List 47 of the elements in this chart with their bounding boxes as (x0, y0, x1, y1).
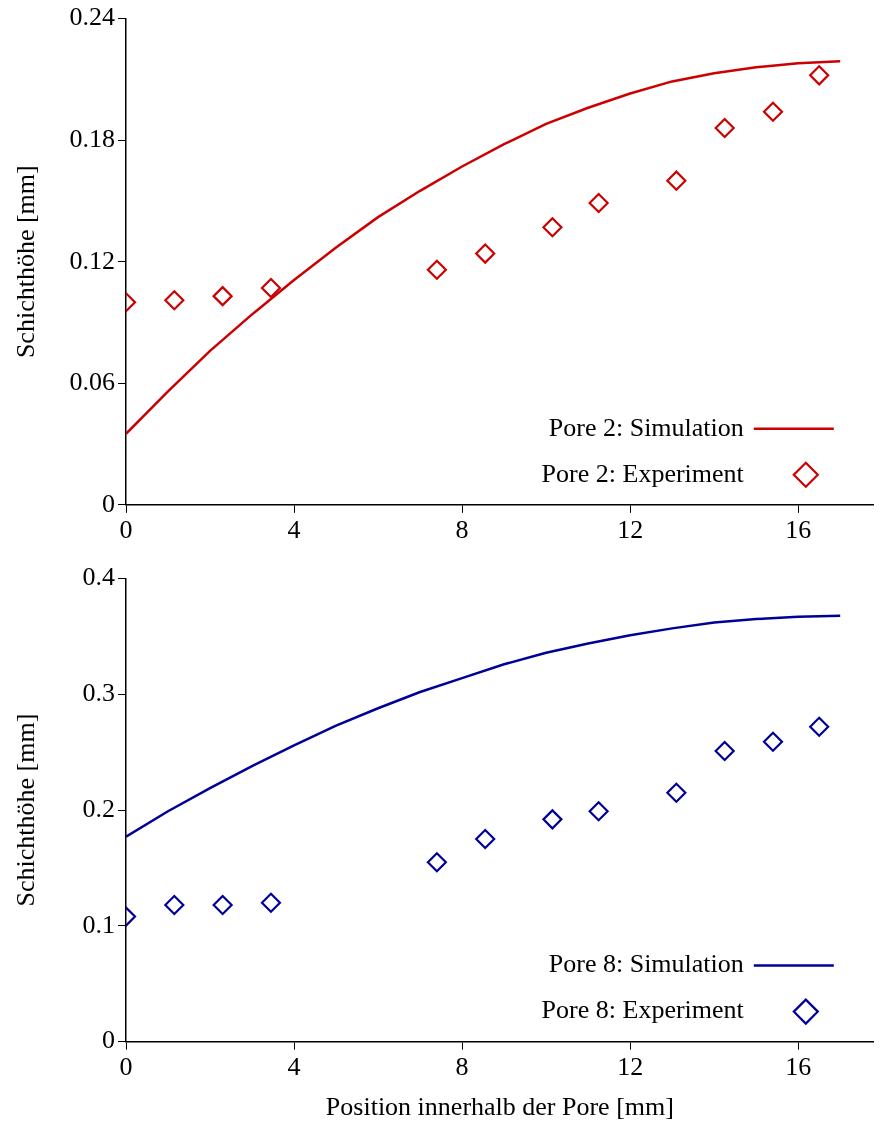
y-tick-label: 0.24 (69, 2, 115, 32)
legend-label: Pore 8: Experiment (541, 995, 745, 1025)
point (714, 740, 735, 762)
point (260, 892, 282, 913)
y-tick-label: 0.1 (82, 909, 115, 939)
point (809, 716, 830, 737)
y-tick-label: 0 (102, 1025, 115, 1055)
point (666, 782, 687, 803)
point (666, 170, 687, 191)
point (542, 217, 563, 238)
point (762, 101, 784, 122)
y-tick-label: 0.12 (69, 245, 115, 275)
point (212, 894, 233, 916)
y-tick-label: 0.2 (82, 793, 115, 823)
legend-label: Pore 8: Simulation (548, 949, 744, 979)
legend-label: Pore 2: Experiment (541, 458, 745, 488)
point (164, 894, 185, 916)
x-tick-label: 16 (785, 1052, 812, 1082)
x-tick-label: 4 (287, 1052, 301, 1082)
point (475, 828, 496, 850)
y-tick-label: 0.4 (82, 562, 115, 592)
point (475, 243, 496, 264)
x-tick-label: 16 (785, 515, 812, 545)
point (809, 65, 830, 86)
legend-label: Pore 2: Simulation (548, 412, 744, 442)
point (588, 801, 609, 822)
point (260, 277, 282, 299)
y-tick-label: 0.18 (69, 123, 115, 153)
y-axis-title: Schichthöhe [mm] (11, 713, 41, 907)
x-tick-label: 8 (455, 1052, 469, 1082)
point (426, 852, 447, 873)
y-tick-label: 0 (102, 488, 115, 518)
point (212, 286, 233, 307)
point (762, 731, 784, 752)
x-tick-label: 12 (617, 515, 644, 545)
x-axis-title: Position innerhalb der Pore [mm] (325, 1092, 674, 1122)
point (542, 809, 563, 830)
y-tick-label: 0.06 (69, 367, 115, 397)
x-tick-label: 8 (455, 515, 469, 545)
y-axis-title: Schichthöhe [mm] (11, 165, 41, 359)
x-tick-label: 4 (287, 515, 301, 545)
point (426, 259, 447, 280)
point (164, 290, 185, 311)
point (588, 192, 609, 214)
x-tick-label: 12 (617, 1052, 644, 1082)
y-tick-label: 0.3 (82, 678, 115, 708)
point (714, 117, 735, 139)
